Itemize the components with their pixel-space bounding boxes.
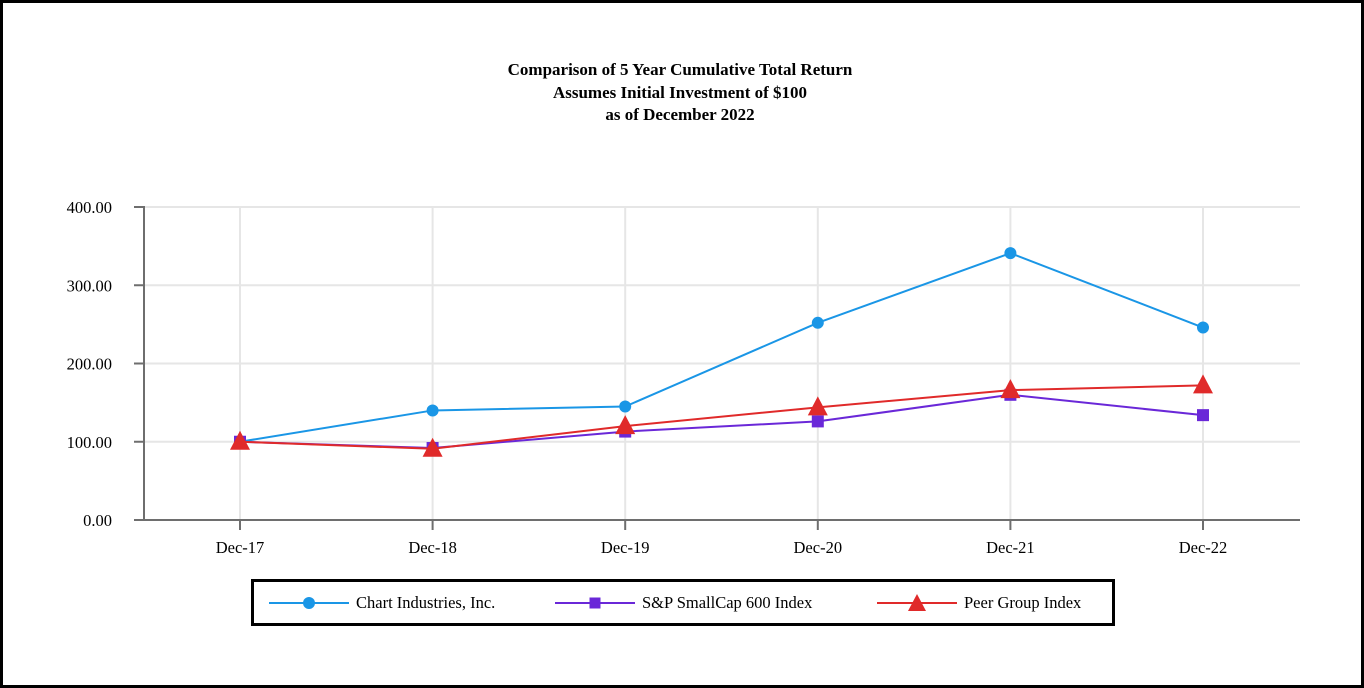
y-tick-label: 100.00 bbox=[67, 433, 112, 452]
legend-item-chart-industries: Chart Industries, Inc. bbox=[268, 582, 495, 623]
legend-label-peer-group: Peer Group Index bbox=[964, 592, 1082, 612]
legend-label-chart-industries: Chart Industries, Inc. bbox=[356, 592, 496, 612]
legend-swatch-chart-industries bbox=[269, 596, 349, 609]
chart-title-line-3: as of December 2022 bbox=[605, 105, 755, 124]
legend-swatch-peer-group bbox=[877, 593, 957, 611]
data-point-chart-industries-inc bbox=[811, 316, 824, 329]
data-point-peer-group-index bbox=[230, 430, 250, 450]
legend-item-peer-group: Peer Group Index bbox=[876, 582, 1081, 623]
series-line-chart-industries-inc bbox=[239, 252, 1204, 443]
data-point-peer-group-index bbox=[422, 437, 443, 457]
x-tick-label: Dec-21 bbox=[986, 538, 1035, 557]
data-point-chart-industries-inc bbox=[1004, 247, 1017, 260]
series-line-peer-group-index bbox=[239, 384, 1204, 450]
chart-legend: Chart Industries, Inc. S&P SmallCap 600 … bbox=[251, 579, 1115, 626]
data-point-s-p-smallcap-600-index bbox=[811, 415, 824, 428]
chart-title: Comparison of 5 Year Cumulative Total Re… bbox=[0, 59, 1360, 127]
data-point-peer-group-index bbox=[1000, 379, 1021, 399]
data-point-peer-group-index bbox=[1193, 374, 1213, 394]
legend-item-sp-smallcap-600: S&P SmallCap 600 Index bbox=[554, 582, 812, 623]
y-tick-label: 300.00 bbox=[67, 276, 112, 295]
data-point-peer-group-index bbox=[807, 396, 828, 416]
x-tick-label: Dec-18 bbox=[408, 538, 457, 557]
x-tick-label: Dec-20 bbox=[794, 538, 843, 557]
x-tick-label: Dec-22 bbox=[1179, 538, 1228, 557]
chart-title-line-1: Comparison of 5 Year Cumulative Total Re… bbox=[507, 60, 853, 79]
y-tick-label: 0.00 bbox=[83, 511, 112, 530]
series-line-s-p-smallcap-600-index bbox=[239, 393, 1204, 450]
legend-label-sp-smallcap-600: S&P SmallCap 600 Index bbox=[642, 592, 813, 612]
legend-swatch-sp-smallcap-600 bbox=[555, 597, 635, 608]
data-point-chart-industries-inc bbox=[619, 400, 632, 413]
y-tick-label: 400.00 bbox=[67, 198, 112, 217]
data-point-peer-group-index bbox=[615, 415, 636, 435]
x-tick-label: Dec-19 bbox=[601, 538, 650, 557]
data-point-chart-industries-inc bbox=[1197, 321, 1209, 334]
data-point-chart-industries-inc bbox=[426, 404, 439, 417]
x-tick-label: Dec-17 bbox=[216, 538, 265, 557]
data-point-s-p-smallcap-600-index bbox=[1197, 409, 1209, 422]
chart-title-line-2: Assumes Initial Investment of $100 bbox=[552, 82, 808, 102]
y-tick-label: 200.00 bbox=[67, 355, 112, 374]
